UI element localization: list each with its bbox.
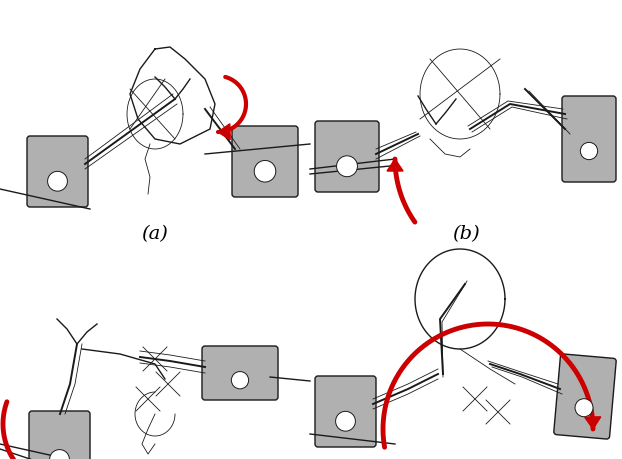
Circle shape: [231, 372, 249, 389]
Circle shape: [336, 411, 355, 431]
FancyBboxPatch shape: [29, 411, 90, 459]
FancyBboxPatch shape: [315, 122, 379, 193]
FancyBboxPatch shape: [27, 137, 88, 207]
FancyBboxPatch shape: [315, 376, 376, 447]
Circle shape: [575, 399, 593, 417]
Text: (a): (a): [142, 224, 169, 242]
FancyBboxPatch shape: [232, 127, 298, 197]
Circle shape: [254, 161, 276, 183]
FancyBboxPatch shape: [554, 354, 616, 439]
Circle shape: [580, 143, 598, 160]
Circle shape: [50, 450, 70, 459]
Polygon shape: [218, 124, 230, 140]
Text: (b): (b): [452, 224, 480, 242]
Polygon shape: [387, 160, 403, 172]
FancyBboxPatch shape: [202, 346, 278, 400]
FancyBboxPatch shape: [562, 97, 616, 183]
Circle shape: [48, 172, 67, 192]
Polygon shape: [585, 417, 601, 429]
Circle shape: [337, 157, 358, 177]
